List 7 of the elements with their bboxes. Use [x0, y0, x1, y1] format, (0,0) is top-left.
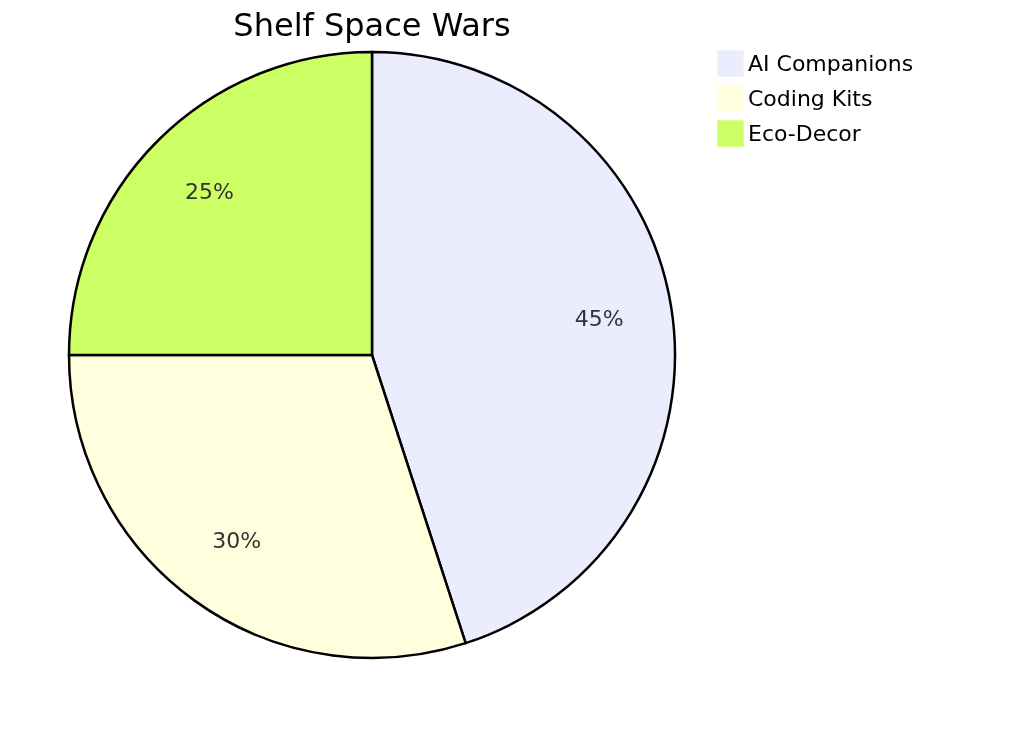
legend-label: Coding Kits [748, 85, 873, 111]
data-label: 45% [574, 306, 624, 332]
chart-title: Shelf Space Wars [233, 6, 511, 44]
data-label: 30% [212, 528, 262, 554]
legend-label: Eco-Decor [748, 120, 862, 146]
legend-label: AI Companions [748, 50, 914, 76]
data-label: 25% [184, 179, 234, 205]
